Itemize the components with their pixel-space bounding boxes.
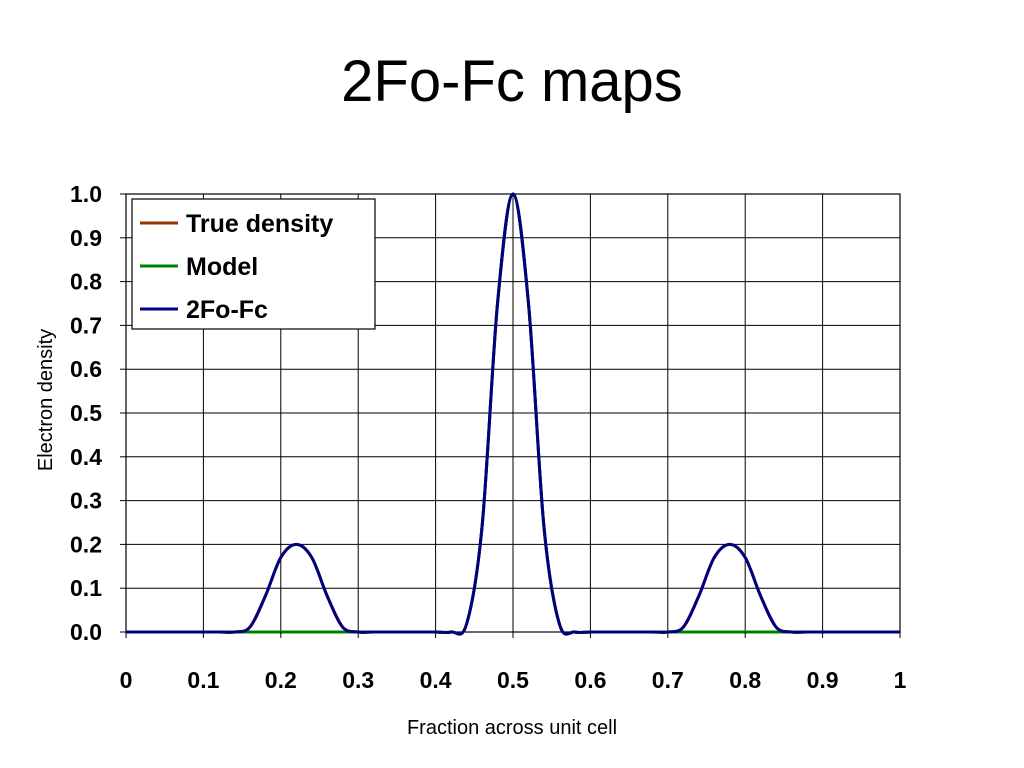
x-tick-label: 1: [894, 667, 907, 693]
slide-title: 2Fo-Fc maps: [341, 49, 683, 114]
legend-label-true-density: True density: [186, 210, 333, 238]
legend-label-model: Model: [186, 253, 258, 281]
y-tick-label: 1.0: [70, 181, 102, 207]
x-tick-label: 0.2: [265, 667, 297, 693]
series-line-2fo-fc: [125, 192, 900, 636]
x-tick-label: 0.6: [574, 667, 606, 693]
x-tick-label: 0: [120, 667, 133, 693]
x-tick-label: 0.1: [187, 667, 219, 693]
x-tick-label: 0.7: [652, 667, 684, 693]
y-axis-label: Electron density: [35, 329, 57, 471]
y-tick-label: 0.3: [70, 488, 102, 514]
y-tick-label: 0.1: [70, 575, 102, 601]
y-tick-label: 0.0: [70, 619, 102, 645]
x-tick-label: 0.3: [342, 667, 374, 693]
x-tick-label: 0.5: [497, 667, 529, 693]
y-tick-label: 0.6: [70, 356, 102, 382]
y-tick-label: 0.7: [70, 312, 102, 338]
chart-ticks: 0.0 0.1 0.2 0.3 0.4 0.5 0.6 0.7 0.8 0.9 1.0 0 0.1 0.2…: [70, 181, 907, 693]
y-tick-label: 0.2: [70, 531, 102, 557]
x-tick-label: 0.9: [807, 667, 839, 693]
legend-box: [131, 198, 376, 330]
legend-label-2fo-fc: 2Fo-Fc: [186, 296, 268, 324]
y-tick-label: 0.5: [70, 400, 102, 426]
x-tick-label: 0.8: [729, 667, 761, 693]
chart-series: [125, 192, 900, 636]
x-axis-label: Fraction across unit cell: [407, 717, 617, 739]
x-tick-label: 0.4: [420, 667, 452, 693]
y-tick-label: 0.4: [70, 444, 102, 470]
y-tick-label: 0.9: [70, 225, 102, 251]
y-tick-label: 0.8: [70, 269, 102, 295]
chart-legend: True density Model 2Fo-Fc: [131, 198, 376, 330]
